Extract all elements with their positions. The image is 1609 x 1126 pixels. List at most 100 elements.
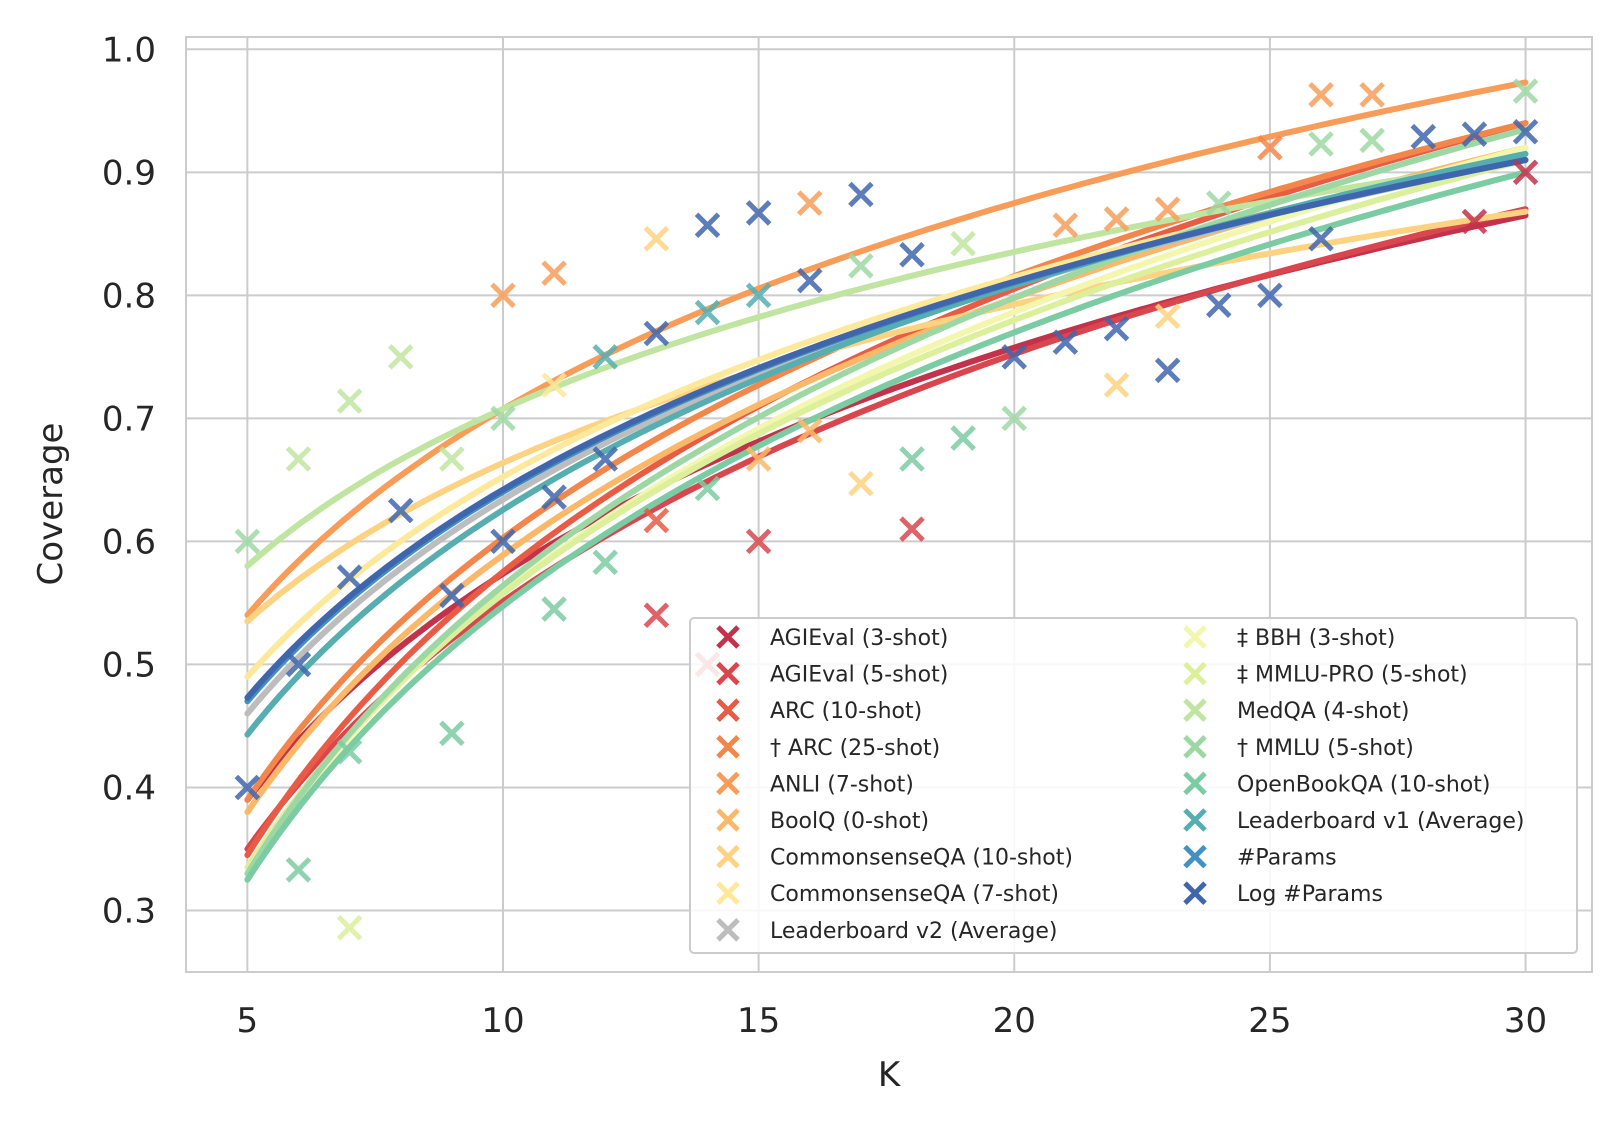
marker-boolq-0-shot xyxy=(796,417,823,444)
marker-log-params xyxy=(1052,329,1079,355)
marker-openbookqa-10-shot xyxy=(694,475,721,502)
marker-anli-7-shot xyxy=(541,260,567,286)
x-tick-label: 20 xyxy=(993,1001,1036,1041)
marker-log-params xyxy=(1410,123,1437,150)
marker-commonsenseqa-10-shot xyxy=(848,470,874,497)
marker-mmlu-5-shot xyxy=(1308,131,1334,157)
marker-anli-7-shot xyxy=(796,190,823,216)
legend-marker xyxy=(1183,844,1207,869)
marker-mmlu-5-shot xyxy=(848,253,874,279)
marker-commonsenseqa-10-shot xyxy=(1154,303,1181,330)
fit-curve-mmlu-pro-5-shot xyxy=(244,157,1529,871)
legend-label: #Params xyxy=(1237,846,1337,871)
legend-marker xyxy=(1183,625,1207,649)
marker-log-params xyxy=(1001,344,1028,370)
marker-log-params xyxy=(796,267,823,294)
legend-label: ARC (10-shot) xyxy=(770,699,922,724)
legend-marker xyxy=(716,661,740,686)
marker-leaderboard-v1-average xyxy=(745,282,772,309)
legend-label: BoolQ (0-shot) xyxy=(770,809,929,834)
marker-agieval-3-shot xyxy=(1461,208,1488,235)
marker-mmlu-pro-5-shot xyxy=(336,914,363,941)
marker-log-params xyxy=(541,484,567,510)
marker-commonsenseqa-10-shot xyxy=(643,225,670,252)
marker-log-params xyxy=(899,241,925,268)
y-tick-label: 0.8 xyxy=(102,276,156,316)
marker-medqa-4-shot xyxy=(950,230,976,257)
marker-log-params xyxy=(1103,315,1130,342)
legend-marker xyxy=(716,808,740,832)
marker-log-params xyxy=(745,200,772,226)
legend-label: Leaderboard v1 (Average) xyxy=(1237,809,1524,834)
marker-openbookqa-10-shot xyxy=(439,720,465,747)
legend-marker xyxy=(1183,771,1207,796)
marker-arc-25-shot xyxy=(1257,134,1283,161)
legend-label: AGIEval (5-shot) xyxy=(770,663,948,688)
marker-medqa-4-shot xyxy=(439,446,465,472)
marker-mmlu-5-shot xyxy=(1512,78,1539,104)
marker-medqa-4-shot xyxy=(387,344,414,370)
marker-anli-7-shot xyxy=(490,282,516,309)
y-tick-label: 0.7 xyxy=(102,399,156,439)
legend-marker xyxy=(716,918,740,942)
marker-log-params xyxy=(1206,292,1232,318)
x-tick-label: 15 xyxy=(737,1001,780,1041)
marker-log-params xyxy=(336,564,363,590)
marker-medqa-4-shot xyxy=(336,388,363,414)
marker-log-params xyxy=(234,774,261,801)
marker-openbookqa-10-shot xyxy=(950,425,976,451)
marker-log-params xyxy=(1512,118,1539,145)
fit-curve-mmlu-5-shot xyxy=(244,126,1529,877)
legend-frame xyxy=(689,617,1578,954)
marker-boolq-0-shot xyxy=(745,446,772,472)
marker-arc-10-shot xyxy=(643,507,670,534)
legend-label: † MMLU (5-shot) xyxy=(1237,736,1414,761)
legend-marker xyxy=(1183,735,1207,759)
legend-marker xyxy=(716,735,740,759)
marker-openbookqa-10-shot xyxy=(592,549,619,576)
marker-leaderboard-v1-average xyxy=(592,344,619,370)
legend-label: Log #Params xyxy=(1237,882,1383,907)
marker-log-params xyxy=(387,497,414,524)
marker-anli-7-shot xyxy=(1308,82,1334,108)
legend-marker xyxy=(1183,881,1207,905)
x-axis-label: K xyxy=(878,1055,902,1095)
legend-marker xyxy=(716,625,740,649)
x-tick-label: 30 xyxy=(1504,1001,1547,1041)
marker-log-params xyxy=(1308,225,1334,252)
marker-log-params xyxy=(285,651,312,678)
marker-mmlu-5-shot xyxy=(1206,190,1232,216)
legend-label: CommonsenseQA (7-shot) xyxy=(770,882,1059,907)
marker-log-params xyxy=(694,212,721,238)
marker-mmlu-5-shot xyxy=(490,405,516,432)
marker-log-params xyxy=(439,582,465,609)
x-tick-label: 5 xyxy=(237,1001,259,1041)
legend: AGIEval (3-shot) AGIEval (5-shot) ARC (10-… xyxy=(689,617,1578,954)
marker-log-params xyxy=(1257,282,1283,309)
marker-leaderboard-v1-average xyxy=(694,299,721,326)
legend-label: † ARC (25-shot) xyxy=(770,736,940,761)
marker-agieval-5-shot xyxy=(745,528,772,555)
marker-openbookqa-10-shot xyxy=(285,857,312,883)
marker-log-params xyxy=(643,320,670,347)
marker-commonsenseqa-7-shot xyxy=(541,372,567,398)
fit-curve-agieval-5-shot xyxy=(244,206,1529,852)
marker-log-params xyxy=(490,528,516,555)
legend-label: AGIEval (3-shot) xyxy=(770,626,948,651)
fit-curve-anli-7-shot xyxy=(244,79,1529,619)
data-markers xyxy=(234,78,1539,941)
y-tick-label: 0.5 xyxy=(102,645,156,685)
legend-label: ‡ MMLU-PRO (5-shot) xyxy=(1237,663,1468,688)
marker-agieval-5-shot xyxy=(643,602,670,628)
marker-anli-7-shot xyxy=(1052,212,1079,238)
fit-curve-log-params xyxy=(244,157,1529,701)
marker-mmlu-5-shot xyxy=(1359,127,1385,154)
legend-label: MedQA (4-shot) xyxy=(1237,699,1409,724)
marker-openbookqa-10-shot xyxy=(899,446,925,472)
marker-anli-7-shot xyxy=(1154,196,1181,223)
marker-openbookqa-10-shot xyxy=(336,739,363,765)
y-tick-label: 0.3 xyxy=(102,891,156,931)
marker-openbookqa-10-shot xyxy=(541,596,567,622)
